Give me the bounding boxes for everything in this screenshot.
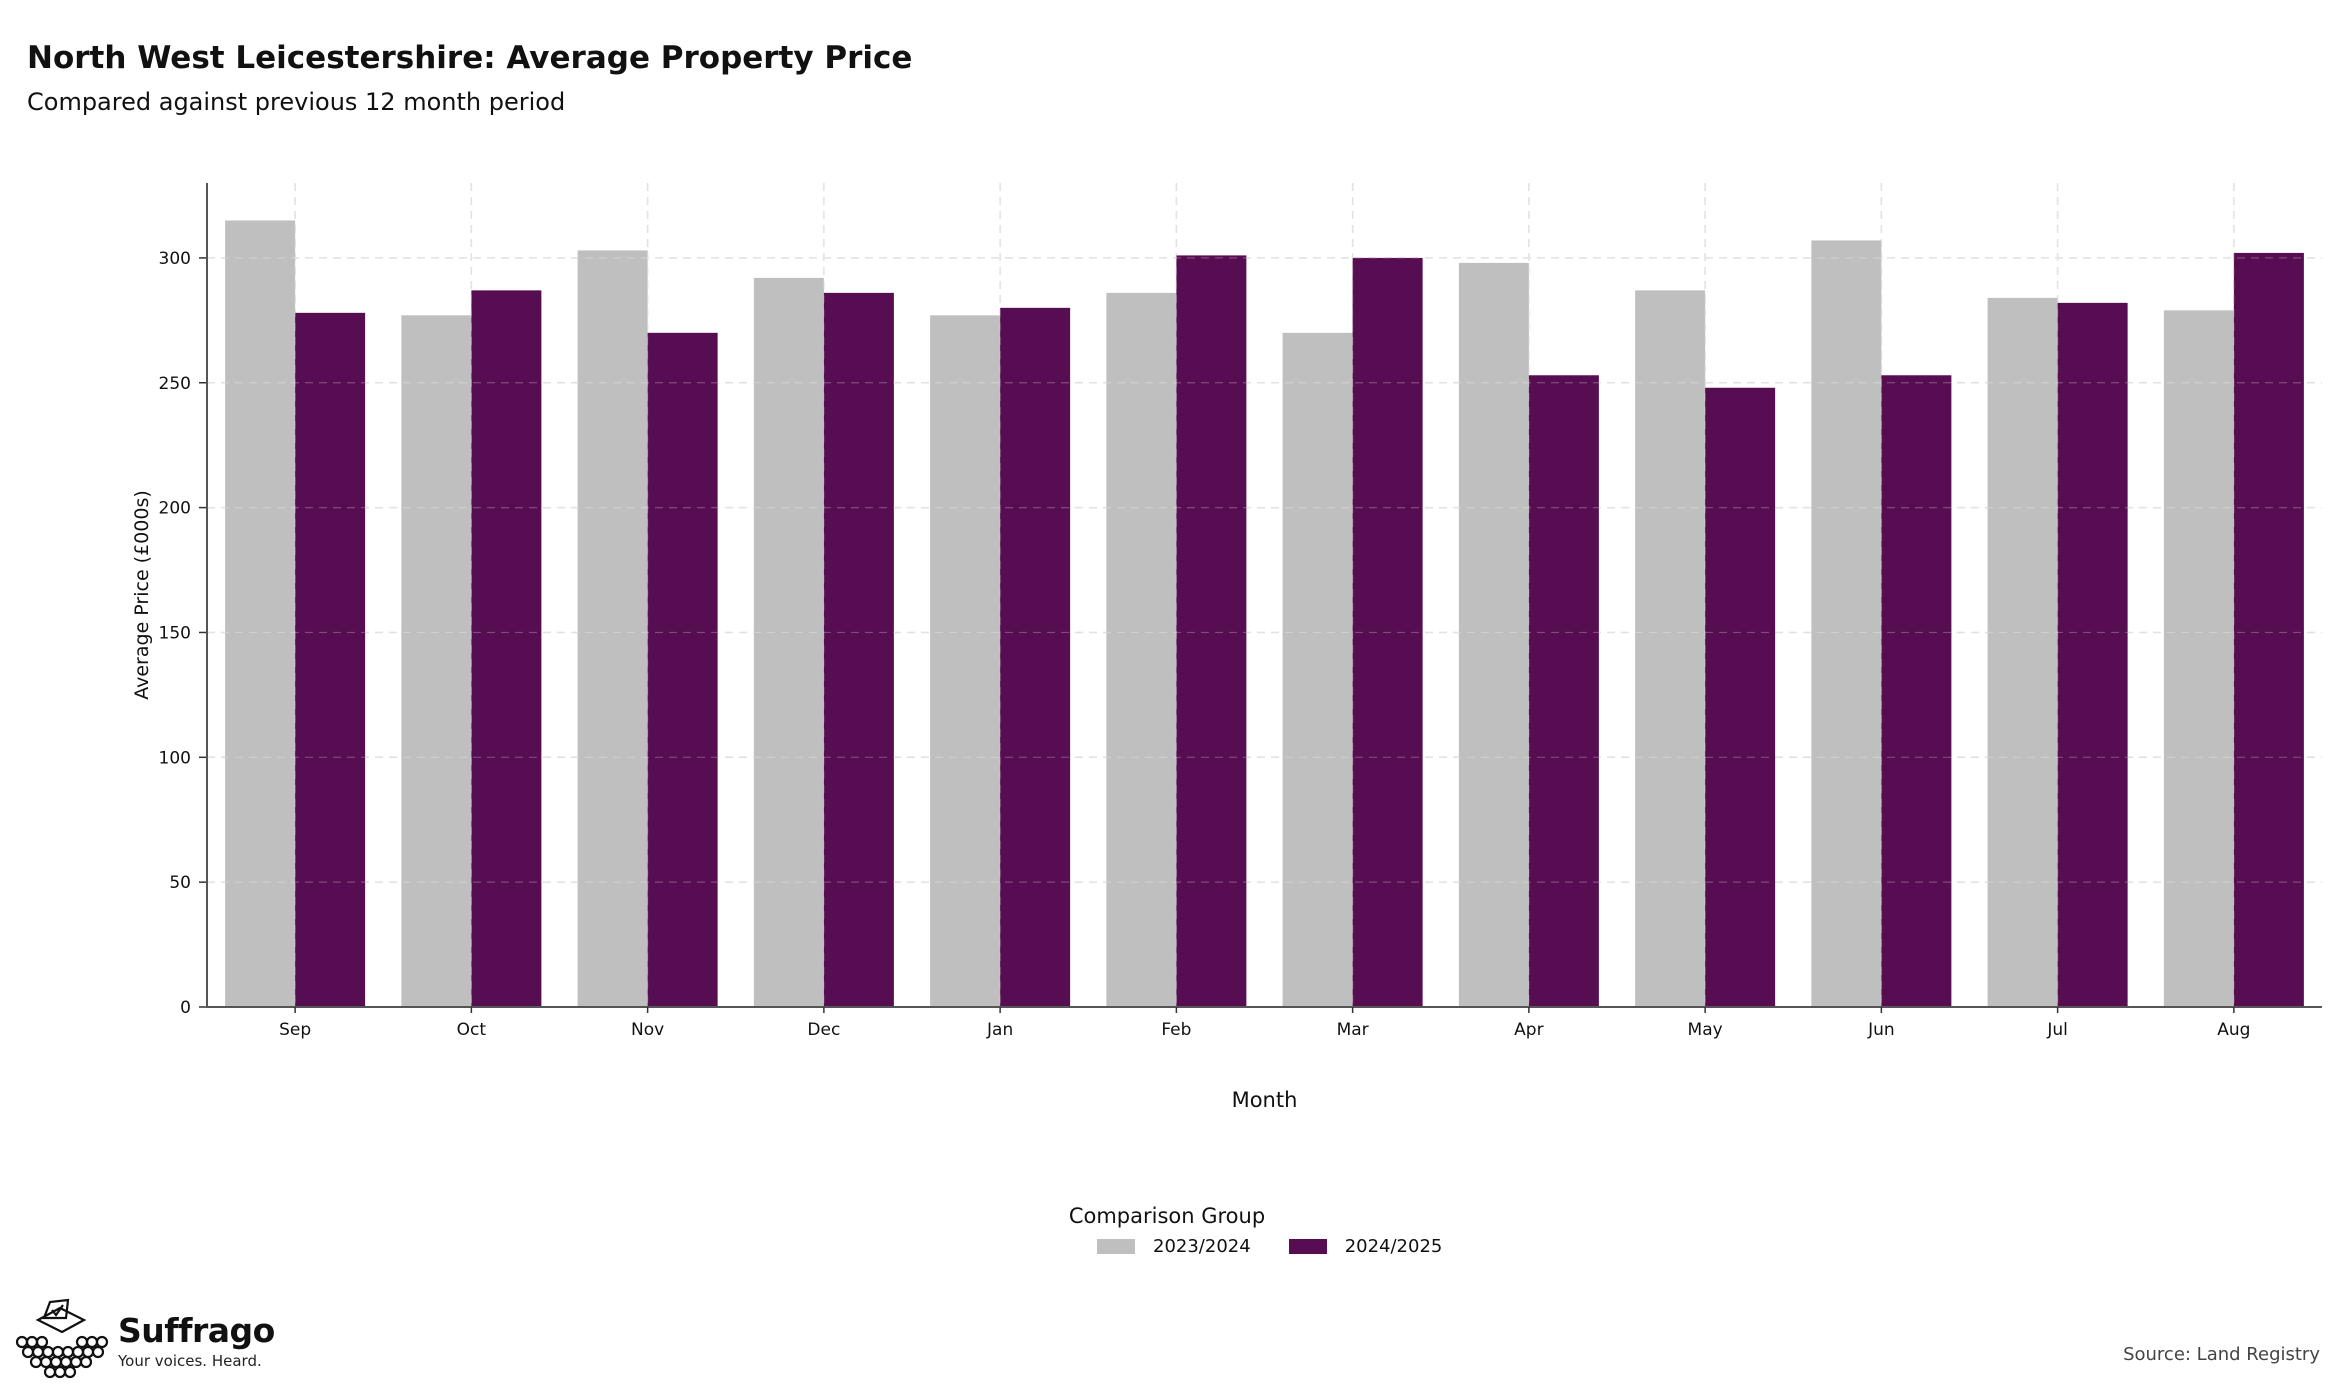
bar [1352, 257, 1423, 1008]
bar [1176, 255, 1247, 1008]
x-tick-label: Jun [1867, 1020, 1895, 1040]
x-tick-label: Nov [631, 1020, 664, 1040]
bar-chart: 0 50 100 150 200 250 300 Sep Oct Nov Dec Jan Feb Mar A… [131, 183, 2322, 1112]
legend-swatch [1097, 1239, 1135, 1254]
bar [1881, 375, 1952, 1007]
bar [1705, 387, 1776, 1007]
y-tick-label: 200 [159, 499, 191, 519]
x-tick-label: Jul [2046, 1020, 2068, 1040]
legend-item-2023-2024: 2023/2024 [1097, 1236, 1251, 1257]
x-axis-title: Month [1232, 1088, 1298, 1112]
chart-title: North West Leicestershire: Average Prope… [27, 40, 913, 76]
bar [1458, 262, 1529, 1007]
bar [823, 292, 894, 1007]
bar [753, 277, 824, 1007]
ballot-box-icon [15, 1298, 109, 1379]
y-tick-label: 150 [159, 623, 191, 643]
brand-tagline: Your voices. Heard. [118, 1352, 262, 1370]
x-tick-label: Feb [1161, 1020, 1191, 1040]
legend: 2023/2024 2024/2025 [1097, 1236, 1480, 1257]
legend-label: 2024/2025 [1344, 1236, 1443, 1257]
bar [1987, 297, 2058, 1007]
bar [471, 290, 542, 1007]
bar [1282, 332, 1353, 1007]
x-tick-label: Oct [457, 1020, 487, 1040]
bar [2057, 302, 2128, 1007]
x-tick-label: Apr [1514, 1020, 1543, 1040]
bar [1635, 290, 1706, 1007]
x-tick-label: Dec [807, 1020, 840, 1040]
bar [647, 332, 718, 1007]
source-note: Source: Land Registry [2123, 1344, 2320, 1365]
y-tick-label: 0 [180, 998, 191, 1018]
brand-logo: Suffrago Your voices. Heard. [14, 1298, 275, 1384]
bar [1811, 240, 1882, 1007]
x-tick-label: Aug [2217, 1020, 2250, 1040]
bar [225, 220, 296, 1008]
bar [1528, 375, 1599, 1007]
bar [930, 315, 1001, 1008]
y-axis-title: Average Price (£000s) [131, 490, 153, 700]
y-tick-label: 300 [159, 249, 191, 269]
y-tick-label: 50 [169, 873, 191, 893]
chart-subtitle: Compared against previous 12 month perio… [27, 88, 566, 116]
brand-name: Suffrago [118, 1311, 275, 1350]
bar [1000, 307, 1071, 1007]
legend-item-2024-2025: 2024/2025 [1288, 1236, 1443, 1257]
x-tick-label: May [1688, 1020, 1723, 1040]
legend-title: Comparison Group [1068, 1204, 1266, 1228]
bar [401, 315, 472, 1008]
bar [577, 250, 648, 1007]
y-tick-label: 250 [159, 374, 191, 394]
bar [1106, 292, 1177, 1007]
y-tick-label: 100 [159, 748, 191, 768]
x-tick-label: Sep [279, 1020, 311, 1040]
bar [2233, 252, 2304, 1007]
x-tick-label: Jan [986, 1020, 1013, 1040]
bar [2163, 310, 2234, 1007]
x-tick-label: Mar [1337, 1020, 1369, 1040]
legend-label: 2023/2024 [1153, 1236, 1251, 1257]
bar [295, 312, 366, 1008]
legend-swatch [1288, 1239, 1327, 1254]
